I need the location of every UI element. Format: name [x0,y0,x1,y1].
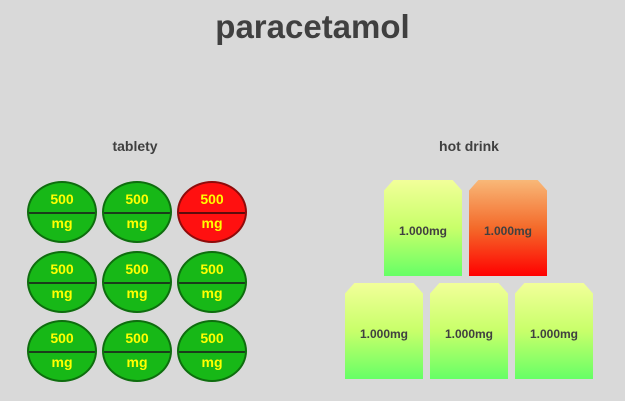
hot-drink-sachet: 1.000mg [515,283,593,379]
tablet: 500 mg [177,251,247,313]
sachet-dose: 1.000mg [398,224,448,238]
tablet-dose: 500 [200,330,224,346]
tablet-unit: mg [201,215,223,231]
sachet-dose: 1.000mg [529,327,579,341]
tablet-score-line [29,212,95,214]
tablet: 500 mg [102,251,172,313]
hot-drink-sachet: 1.000mg [430,283,508,379]
hot-drink-sachet: 1.000mg [345,283,423,379]
sachet-dose: 1.000mg [444,327,494,341]
tablet-dose: 500 [125,330,149,346]
tablet-unit: mg [201,354,223,370]
tablet-unit: mg [51,285,73,301]
tablet-dose: 500 [125,191,149,207]
hot-drink-section-label: hot drink [439,138,499,154]
hot-drink-sachet-highlighted: 1.000mg [469,180,547,276]
tablet-dose: 500 [200,191,224,207]
tablet-unit: mg [51,215,73,231]
tablet-highlighted: 500 mg [177,181,247,243]
page-title: paracetamol [215,8,410,45]
tablet-score-line [29,282,95,284]
tablet: 500 mg [102,320,172,382]
tablet: 500 mg [27,181,97,243]
tablet-score-line [104,212,170,214]
hot-drink-sachet: 1.000mg [384,180,462,276]
tablets-section-label: tablety [112,138,158,154]
tablet-dose: 500 [50,191,74,207]
tablet-score-line [179,282,245,284]
tablet-score-line [179,351,245,353]
tablet-score-line [29,351,95,353]
tablet-unit: mg [126,285,148,301]
tablet-score-line [104,351,170,353]
tablet-dose: 500 [200,261,224,277]
tablet: 500 mg [27,320,97,382]
tablet-unit: mg [51,354,73,370]
tablet: 500 mg [177,320,247,382]
tablet-score-line [179,212,245,214]
tablet-dose: 500 [50,261,74,277]
tablet-score-line [104,282,170,284]
sachet-dose: 1.000mg [483,224,533,238]
sachet-dose: 1.000mg [359,327,409,341]
tablet-unit: mg [126,354,148,370]
tablet-dose: 500 [50,330,74,346]
tablet: 500 mg [102,181,172,243]
tablet: 500 mg [27,251,97,313]
tablet-dose: 500 [125,261,149,277]
tablet-unit: mg [126,215,148,231]
tablet-unit: mg [201,285,223,301]
